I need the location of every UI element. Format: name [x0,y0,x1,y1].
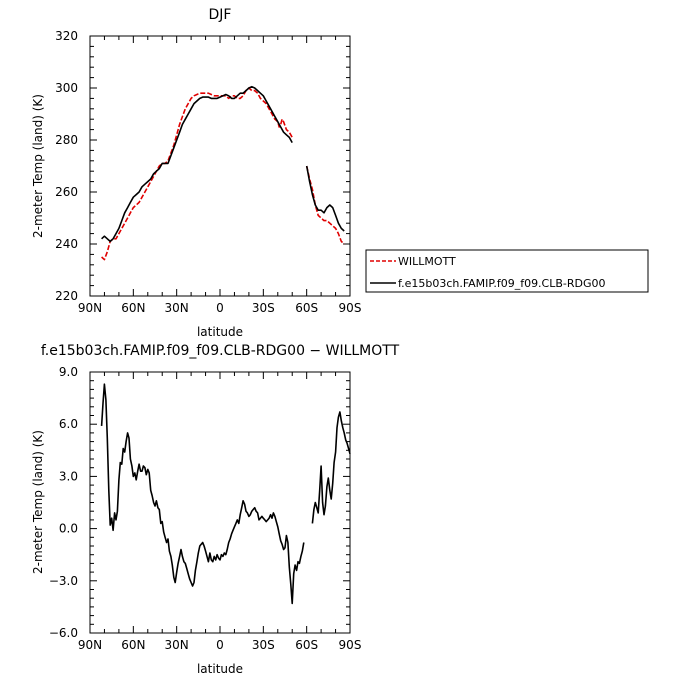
legend-label-model: f.e15b03ch.FAMIP.f09_f09.CLB-RDG00 [398,277,606,290]
bottom-x-tick-label: 90N [78,638,102,652]
top-x-tick-label: 60N [121,301,145,315]
top-y-tick-label: 320 [55,29,78,43]
legend-box [365,249,649,293]
legend: WILLMOTT f.e15b03ch.FAMIP.f09_f09.CLB-RD… [365,249,649,293]
bottom-chart-title: f.e15b03ch.FAMIP.f09_f09.CLB-RDG00 − WIL… [41,343,400,359]
bottom-chart: f.e15b03ch.FAMIP.f09_f09.CLB-RDG00 − WIL… [31,343,400,676]
top-chart-title: DJF [209,7,232,23]
top-plot-area [89,35,351,297]
bottom-x-tick-label: 60S [295,638,318,652]
bottom-series-line-0 [311,411,351,524]
top-y-tick-label: 280 [55,133,78,147]
top-series-line-0 [305,165,345,245]
bottom-y-tick-label: 9.0 [59,365,78,379]
top-x-tick-label: 90S [339,301,362,315]
top-x-tick-label: 30N [165,301,189,315]
bottom-y-tick-label: −3.0 [49,574,78,588]
bottom-plot-area [89,371,351,634]
bottom-x-tick-label: 30S [252,638,275,652]
top-y-tick-label: 300 [55,81,78,95]
top-x-tick-label: 30S [252,301,275,315]
bottom-y-tick-label: −6.0 [49,626,78,640]
top-series-line-1 [101,85,293,243]
top-y-axis-label: 2-meter Temp (land) (K) [31,94,45,238]
legend-label-willmott: WILLMOTT [398,255,456,268]
bottom-series-line-0 [100,383,305,605]
bottom-y-tick-label: 6.0 [59,417,78,431]
top-x-tick-label: 0 [216,301,224,315]
bottom-y-tick-label: 0.0 [59,522,78,536]
bottom-x-tick-label: 30N [165,638,189,652]
top-y-tick-label: 240 [55,237,78,251]
bottom-x-tick-label: 90S [339,638,362,652]
top-x-tick-label: 90N [78,301,102,315]
bottom-y-tick-label: 3.0 [59,469,78,483]
bottom-x-tick-label: 0 [216,638,224,652]
bottom-y-axis-label: 2-meter Temp (land) (K) [31,430,45,574]
top-y-tick-label: 260 [55,185,78,199]
bottom-x-tick-label: 60N [121,638,145,652]
top-series-line-0 [101,87,293,261]
top-x-axis-label: latitude [197,325,243,339]
top-x-tick-label: 60S [295,301,318,315]
top-chart: DJF 90N 60N 30N 0 30S 60S 90S 220 240 260 280 300 3… [31,7,361,339]
bottom-x-axis-label: latitude [197,662,243,676]
top-y-tick-label: 220 [55,289,78,303]
top-series-line-1 [305,165,345,232]
